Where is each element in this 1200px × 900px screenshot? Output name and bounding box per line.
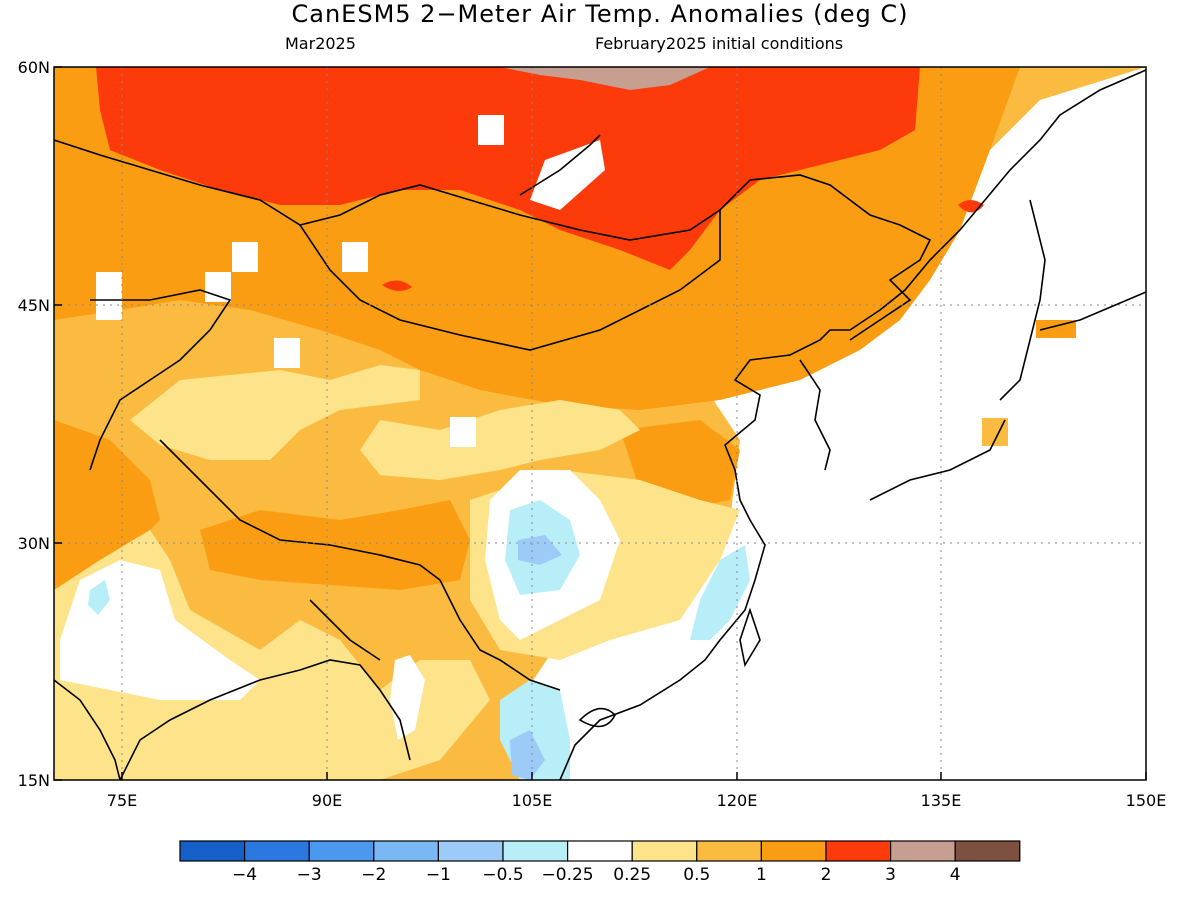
legend-swatch — [760, 840, 827, 862]
japan-north-coast — [999, 199, 1046, 401]
lon-label-105e: 105E — [512, 791, 553, 810]
anomaly-region-1-2-west — [54, 420, 160, 590]
lat-label-30n: 30N — [18, 534, 50, 553]
russia-border — [54, 139, 932, 341]
missing-cell — [232, 242, 258, 272]
japan-south-coast — [869, 419, 1006, 501]
legend-label: 0.25 — [613, 865, 651, 885]
anomaly-region-neg025-b — [690, 545, 750, 640]
anomaly-region-025-05-a — [130, 365, 420, 460]
legend-label: 2 — [821, 865, 832, 885]
map-title: CanESM5 2−Meter Air Temp. Anomalies (deg… — [291, 0, 909, 28]
legend-swatch — [308, 840, 375, 862]
legend-swatch — [179, 840, 246, 862]
anomaly-region-neg025-d — [88, 580, 110, 615]
initial-conditions: February2025 initial conditions — [595, 34, 844, 53]
anomaly-region-1-2-tibet — [200, 500, 470, 590]
missing-cell — [205, 272, 231, 302]
anomaly-region-025-05-b — [360, 400, 640, 480]
axis-ticks — [54, 66, 1147, 781]
legend-swatch — [437, 840, 504, 862]
lat-label-60n: 60N — [18, 58, 50, 77]
bay-of-bengal-coast — [299, 659, 411, 761]
hokkaido-coast — [1039, 291, 1146, 331]
legend-swatch — [825, 840, 892, 862]
lat-label-45n: 45N — [18, 296, 50, 315]
kazakhstan-border — [89, 289, 232, 471]
anomaly-spot-2-3-mongolia — [382, 280, 412, 292]
legend-label: 1 — [756, 865, 767, 885]
neutral-india — [60, 560, 260, 700]
coastlines — [54, 69, 1146, 780]
legend-swatch — [889, 840, 956, 862]
india-east-coast — [119, 669, 301, 780]
forecast-month: Mar2025 — [285, 34, 356, 53]
legend-swatch — [502, 840, 569, 862]
legend-swatch — [696, 840, 762, 862]
southeast-border — [439, 579, 561, 691]
legend-swatch — [954, 840, 1021, 862]
himalaya-border — [159, 439, 441, 581]
legend-label: −1 — [426, 865, 451, 885]
lon-label-120e: 120E — [717, 791, 758, 810]
anomaly-region-3-4 — [500, 67, 710, 90]
legend-label: 0.5 — [683, 865, 710, 885]
lon-label-135e: 135E — [921, 791, 962, 810]
legend-label: −0.25 — [542, 865, 594, 885]
lon-label-150e: 150E — [1126, 791, 1167, 810]
hainan-coast — [578, 707, 616, 728]
missing-cell — [530, 140, 605, 210]
mongolia-border — [299, 210, 721, 351]
legend-swatch — [631, 840, 698, 862]
legend-label: −4 — [232, 865, 257, 885]
lake-baikal — [519, 134, 601, 196]
anomaly-region-neg05-b — [510, 730, 545, 780]
legend-swatch — [244, 840, 310, 862]
anomaly-region-2-3-north — [96, 67, 920, 270]
legend-label: −2 — [361, 865, 386, 885]
missing-cell — [96, 272, 122, 320]
legend-swatch — [566, 840, 633, 862]
korea-coast — [799, 359, 831, 471]
country-borders — [54, 139, 932, 691]
lon-label-90e: 90E — [312, 791, 342, 810]
bangladesh-border — [309, 599, 381, 661]
legend-label: −3 — [297, 865, 322, 885]
taiwan-coast — [739, 607, 761, 668]
lat-label-15n: 15N — [18, 771, 50, 790]
legend-swatch — [373, 840, 439, 862]
anomaly-region-1-2-japan — [1036, 320, 1076, 338]
gridlines — [54, 67, 1146, 780]
legend-label: 4 — [950, 865, 961, 885]
india-west-coast — [54, 679, 121, 780]
legend-label: 3 — [885, 865, 896, 885]
legend-label: −0.5 — [482, 865, 523, 885]
missing-cell — [342, 242, 368, 272]
map-frame — [53, 66, 1147, 781]
east-asia-coast — [559, 69, 1146, 780]
missing-cell — [478, 115, 504, 145]
lon-label-75e: 75E — [107, 791, 137, 810]
anomaly-fields — [54, 67, 1146, 780]
missing-cell — [274, 338, 300, 368]
missing-cell — [450, 417, 476, 447]
